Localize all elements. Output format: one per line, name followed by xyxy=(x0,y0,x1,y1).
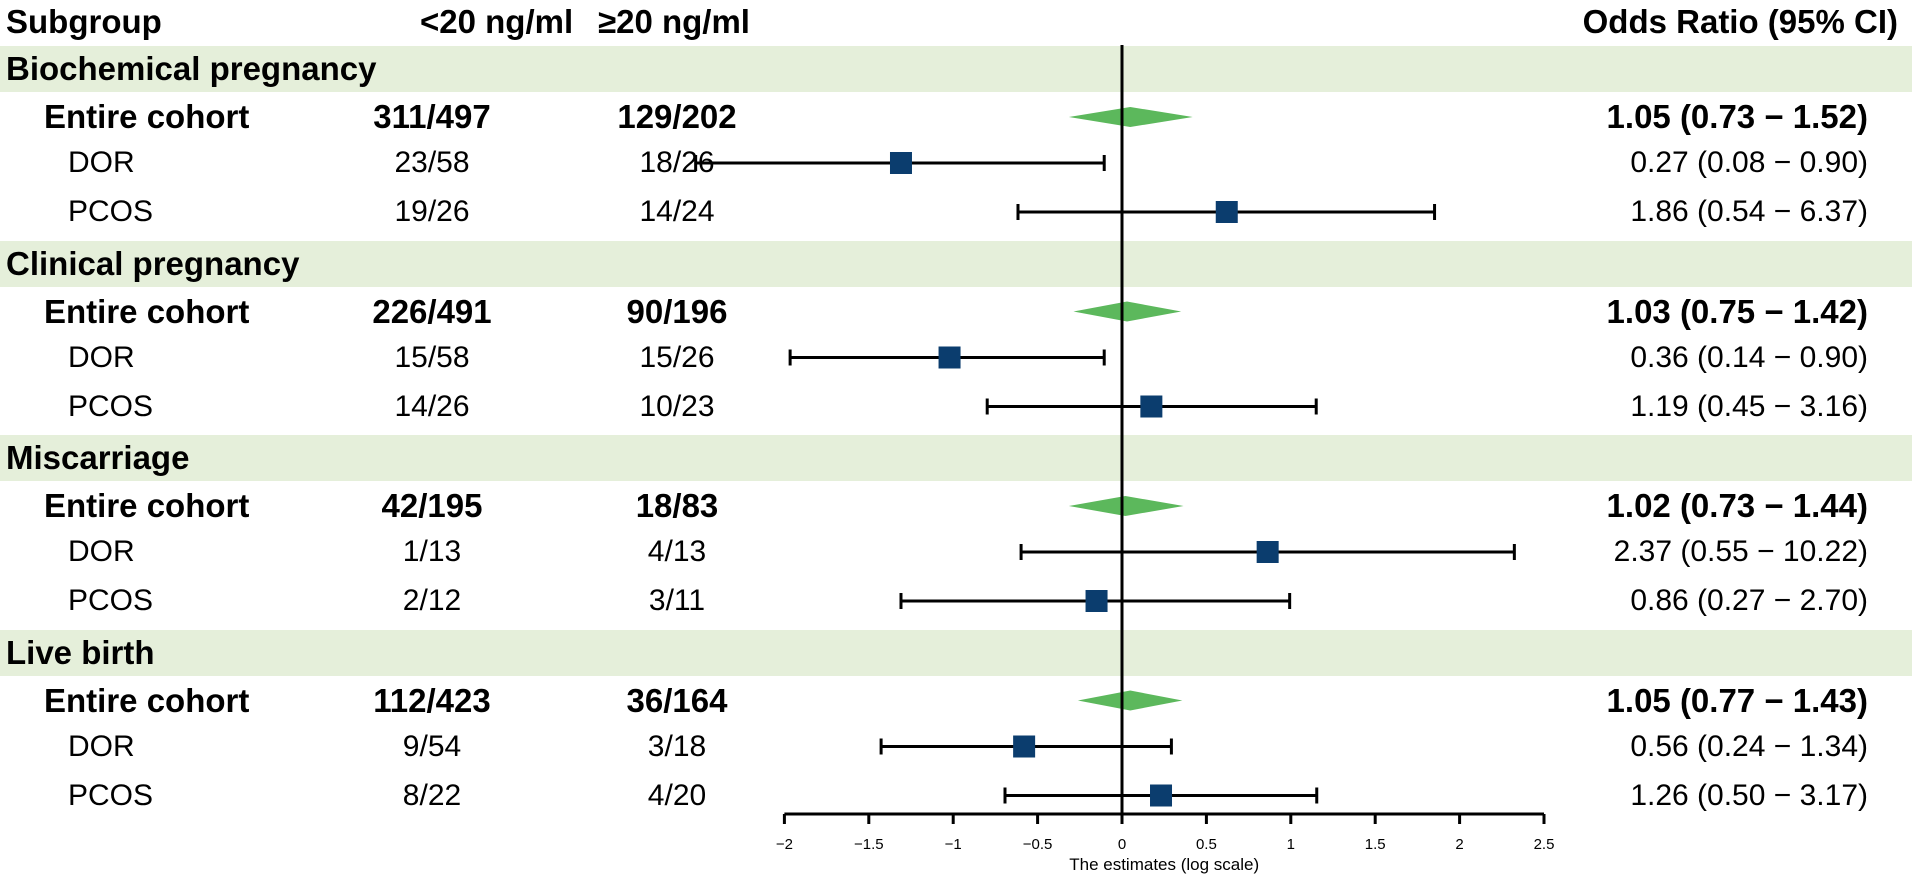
x-tick-label: 0 xyxy=(1118,836,1126,853)
row-label: Entire cohort xyxy=(44,487,250,524)
summary-diamond xyxy=(1077,690,1183,711)
events-over-20: 36/164 xyxy=(626,681,728,719)
header-odds-ratio: Odds Ratio (95% CI) xyxy=(1582,3,1898,40)
odds-ratio-text: 0.36 (0.14 − 0.90) xyxy=(1630,340,1868,374)
events-over-20: 10/23 xyxy=(639,389,715,423)
summary-diamond xyxy=(1068,496,1184,516)
x-tick-label: 2.5 xyxy=(1534,836,1555,853)
x-tick-label: −2 xyxy=(776,836,793,853)
row-label: DOR xyxy=(68,146,135,179)
group-band xyxy=(0,46,1912,92)
row-label: PCOS xyxy=(68,584,154,617)
events-under-20: 311/497 xyxy=(373,98,491,135)
row-label: Entire cohort xyxy=(44,98,250,135)
group-title: Clinical pregnancy xyxy=(6,244,300,282)
odds-ratio-text: 1.05 (0.77 − 1.43) xyxy=(1606,681,1868,719)
x-tick-label: −1 xyxy=(945,836,962,853)
x-tick-label: −0.5 xyxy=(1023,836,1053,853)
estimate-square xyxy=(889,152,912,174)
estimate-square xyxy=(1013,735,1036,758)
estimate-square xyxy=(1140,395,1163,418)
row-label: DOR xyxy=(68,340,135,374)
group-band xyxy=(0,240,1912,287)
odds-ratio-text: 1.03 (0.75 − 1.42) xyxy=(1606,292,1868,330)
x-tick-label: −1.5 xyxy=(854,836,884,853)
x-tick-label: 1.5 xyxy=(1365,836,1386,853)
events-under-20: 19/26 xyxy=(394,195,470,228)
group-title: Live birth xyxy=(6,633,155,671)
events-under-20: 23/58 xyxy=(394,146,470,179)
events-over-20: 4/13 xyxy=(647,535,707,568)
estimate-square xyxy=(1150,784,1173,807)
x-axis-title: The estimates (log scale) xyxy=(1069,855,1259,874)
odds-ratio-text: 1.26 (0.50 − 3.17) xyxy=(1630,778,1868,812)
events-over-20: 129/202 xyxy=(617,98,737,135)
events-under-20: 8/22 xyxy=(402,778,462,812)
odds-ratio-text: 2.37 (0.55 − 10.22) xyxy=(1613,535,1868,568)
estimate-square xyxy=(1085,590,1108,612)
events-over-20: 18/83 xyxy=(635,487,719,524)
group-band xyxy=(0,629,1912,676)
row-label: Entire cohort xyxy=(44,292,250,330)
group-title: Biochemical pregnancy xyxy=(6,50,377,87)
events-under-20: 226/491 xyxy=(372,292,492,330)
x-tick-label: 0.5 xyxy=(1196,836,1217,853)
odds-ratio-text: 1.86 (0.54 − 6.37) xyxy=(1630,195,1868,228)
events-over-20: 3/11 xyxy=(648,584,706,617)
odds-ratio-text: 0.27 (0.08 − 0.90) xyxy=(1630,146,1868,179)
events-under-20: 15/58 xyxy=(394,340,470,374)
summary-diamond xyxy=(1073,301,1182,322)
events-under-20: 14/26 xyxy=(394,389,470,423)
odds-ratio-text: 1.02 (0.73 − 1.44) xyxy=(1606,487,1868,524)
odds-ratio-text: 0.86 (0.27 − 2.70) xyxy=(1630,584,1868,617)
events-under-20: 1/13 xyxy=(402,535,462,568)
events-under-20: 42/195 xyxy=(381,487,483,524)
events-over-20: 14/24 xyxy=(639,195,715,228)
row-label: PCOS xyxy=(68,778,154,812)
estimate-square xyxy=(938,346,961,369)
events-under-20: 112/423 xyxy=(373,681,491,719)
odds-ratio-text: 1.05 (0.73 − 1.52) xyxy=(1606,98,1868,135)
odds-ratio-text: 1.19 (0.45 − 3.16) xyxy=(1630,389,1868,423)
header-col-b: ≥20 ng/ml xyxy=(598,3,750,40)
row-label: PCOS xyxy=(68,389,154,423)
summary-diamond xyxy=(1068,107,1193,127)
row-label: DOR xyxy=(68,729,135,763)
row-label: Entire cohort xyxy=(44,681,250,719)
odds-ratio-text: 0.56 (0.24 − 1.34) xyxy=(1630,729,1868,763)
header-subgroup: Subgroup xyxy=(6,3,162,40)
x-tick-label: 2 xyxy=(1455,836,1463,853)
row-label: DOR xyxy=(68,535,135,568)
events-over-20: 3/18 xyxy=(647,729,707,763)
estimate-square xyxy=(1256,541,1279,563)
group-title: Miscarriage xyxy=(6,439,190,476)
events-under-20: 9/54 xyxy=(402,729,462,763)
header-col-a: <20 ng/ml xyxy=(420,3,574,40)
events-over-20: 4/20 xyxy=(647,778,707,812)
events-over-20: 15/26 xyxy=(639,340,715,374)
row-label: PCOS xyxy=(68,195,154,228)
estimate-square xyxy=(1215,201,1238,223)
events-over-20: 90/196 xyxy=(626,292,728,330)
group-band xyxy=(0,435,1912,481)
events-under-20: 2/12 xyxy=(402,584,462,617)
x-tick-label: 1 xyxy=(1287,836,1295,853)
